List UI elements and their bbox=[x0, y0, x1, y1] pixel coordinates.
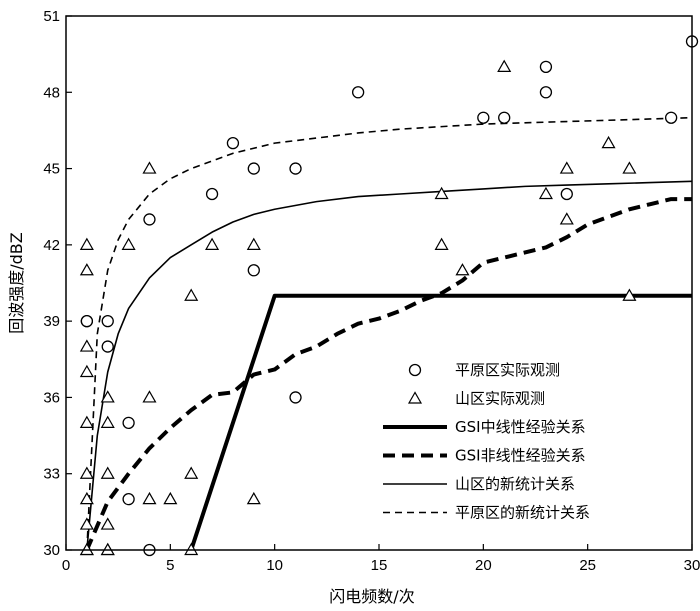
point-circle bbox=[560, 187, 573, 201]
series-line bbox=[189, 293, 692, 551]
y-tick-label: 51 bbox=[43, 8, 60, 25]
point-triangle bbox=[601, 135, 616, 149]
x-tick-label: 5 bbox=[166, 557, 174, 574]
point-triangle bbox=[79, 364, 94, 378]
point-triangle bbox=[79, 263, 94, 276]
point-triangle bbox=[434, 186, 449, 200]
point-triangle bbox=[184, 466, 199, 479]
point-triangle bbox=[79, 339, 94, 352]
point-triangle bbox=[205, 237, 220, 250]
plot-lines bbox=[85, 116, 693, 551]
y-tick-label: 48 bbox=[43, 84, 60, 101]
y-tick-label: 39 bbox=[43, 313, 60, 330]
point-triangle bbox=[142, 390, 157, 403]
point-triangle bbox=[79, 517, 94, 530]
point-circle bbox=[205, 187, 219, 201]
plot-frame bbox=[65, 15, 693, 551]
point-circle bbox=[247, 162, 260, 175]
point-triangle bbox=[497, 59, 512, 72]
point-triangle bbox=[538, 186, 553, 200]
point-circle bbox=[247, 264, 260, 277]
point-circle bbox=[143, 213, 156, 226]
point-triangle bbox=[100, 415, 115, 428]
point-circle bbox=[289, 391, 302, 404]
legend-label: 山区实际观测 bbox=[455, 390, 545, 408]
legend-circle-marker bbox=[408, 363, 422, 377]
point-circle bbox=[101, 314, 114, 328]
y-tick-label: 45 bbox=[43, 161, 60, 178]
point-triangle bbox=[622, 161, 637, 174]
point-circle bbox=[477, 111, 490, 124]
point-circle bbox=[289, 162, 302, 175]
legend-label: GSI中线性经验关系 bbox=[455, 418, 586, 436]
point-triangle bbox=[100, 390, 115, 403]
point-circle bbox=[498, 111, 511, 124]
point-triangle bbox=[434, 237, 449, 250]
x-tick-label: 15 bbox=[371, 557, 388, 574]
point-triangle bbox=[142, 161, 157, 174]
point-triangle bbox=[121, 237, 136, 250]
y-tick-label: 42 bbox=[43, 237, 60, 254]
point-circle bbox=[122, 416, 135, 430]
point-triangle bbox=[559, 212, 574, 225]
point-triangle bbox=[142, 491, 157, 505]
y-axis: 30 33 36 39 42 45 48 51 bbox=[43, 8, 72, 559]
series-line bbox=[85, 197, 692, 551]
point-triangle bbox=[246, 491, 261, 505]
point-circle bbox=[80, 314, 94, 328]
legend-label: 山区的新统计关系 bbox=[455, 475, 575, 493]
point-triangle bbox=[79, 491, 94, 505]
point-circle bbox=[539, 86, 553, 99]
point-triangle bbox=[455, 263, 470, 276]
point-triangle bbox=[79, 466, 94, 479]
point-triangle bbox=[100, 517, 115, 530]
legend-label: GSI非线性经验关系 bbox=[455, 447, 586, 465]
point-circle bbox=[539, 60, 553, 74]
point-circle bbox=[351, 86, 365, 99]
plot-points bbox=[79, 35, 699, 557]
point-triangle bbox=[79, 237, 94, 250]
x-tick-label: 10 bbox=[266, 557, 283, 574]
point-circle bbox=[664, 111, 678, 124]
series-line bbox=[86, 180, 693, 551]
x-axis: 0 5 10 15 20 25 30 bbox=[62, 544, 700, 574]
x-tick-label: 20 bbox=[475, 557, 492, 574]
y-tick-label: 33 bbox=[43, 466, 60, 483]
x-tick-label: 25 bbox=[579, 557, 596, 574]
x-tick-label: 30 bbox=[684, 557, 700, 574]
point-triangle bbox=[100, 466, 115, 479]
legend-label: 平原区的新统计关系 bbox=[455, 504, 590, 522]
point-triangle bbox=[246, 237, 261, 250]
legend-triangle-marker bbox=[407, 391, 423, 404]
x-axis-title: 闪电频数/次 bbox=[329, 587, 414, 606]
point-circle bbox=[101, 340, 114, 353]
point-triangle bbox=[184, 288, 199, 301]
y-tick-label: 36 bbox=[43, 389, 60, 406]
y-axis-title: 回波强度/dBZ bbox=[7, 232, 26, 334]
legend-label: 平原区实际观测 bbox=[455, 361, 560, 379]
y-tick-label: 30 bbox=[43, 542, 60, 559]
x-tick-label: 0 bbox=[62, 557, 70, 574]
point-circle bbox=[122, 492, 135, 506]
series-line bbox=[86, 116, 693, 551]
point-circle bbox=[226, 136, 240, 150]
point-triangle bbox=[559, 161, 574, 174]
point-triangle bbox=[163, 491, 178, 505]
point-triangle bbox=[79, 415, 94, 428]
point-triangle bbox=[622, 288, 637, 301]
